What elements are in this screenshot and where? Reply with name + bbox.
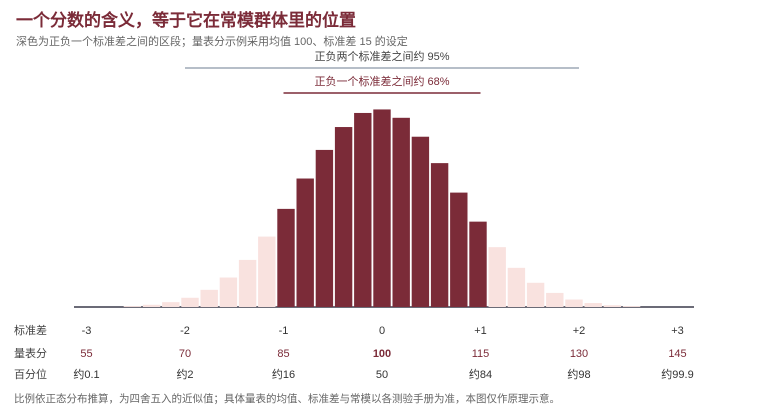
bar-6 (238, 259, 257, 307)
bar-26 (622, 306, 641, 307)
bar-14 (392, 117, 410, 307)
percentile-tick-0: 约0.1 (73, 368, 99, 381)
bar-4 (200, 289, 218, 307)
percentile-tick-5: 约98 (567, 368, 590, 381)
percentile-tick-1: 约2 (176, 368, 193, 381)
bar-12 (354, 112, 372, 308)
score-tick-6: 145 (668, 348, 686, 360)
bar-21 (526, 282, 545, 307)
row-label-sd: 标准差 (14, 323, 47, 337)
bar-0 (123, 306, 142, 307)
percentile-tick-3: 50 (376, 369, 388, 381)
chart-subtitle: 深色为正负一个标准差之间的区段；量表分示例采用均值 100、标准差 15 的设定 (16, 36, 408, 48)
row-label-percentile: 百分位 (14, 367, 47, 381)
percentile-tick-2: 约16 (272, 368, 295, 381)
sd-tick-3: 0 (379, 325, 385, 337)
bar-15 (411, 136, 430, 307)
bar-2 (162, 302, 180, 307)
bar-24 (584, 303, 602, 307)
row-label-score: 量表分 (14, 346, 47, 360)
sd-tick-2: -1 (279, 325, 289, 337)
sd-tick-6: +3 (671, 325, 684, 337)
bar-18 (469, 221, 487, 307)
bar-3 (181, 297, 199, 307)
bar-22 (546, 292, 564, 307)
bar-25 (603, 305, 622, 307)
score-tick-5: 130 (570, 348, 588, 360)
band-95-label: 正负两个标准差之间约 95% (314, 49, 449, 63)
bar-8 (277, 208, 295, 307)
percentile-tick-4: 约84 (469, 368, 492, 381)
sd-tick-5: +2 (573, 325, 586, 337)
sd-tick-1: -2 (180, 325, 190, 337)
bar-23 (565, 299, 583, 307)
score-tick-3: 100 (373, 348, 391, 360)
score-tick-4: 115 (472, 348, 490, 360)
chart-title: 一个分数的含义，等于它在常模群体里的位置 (16, 11, 356, 30)
bar-20 (507, 267, 526, 307)
bar-13 (373, 109, 391, 307)
sd-tick-0: -3 (82, 325, 92, 337)
bar-10 (315, 149, 334, 307)
band-68-label: 正负一个标准差之间约 68% (314, 74, 449, 88)
score-tick-0: 55 (80, 348, 92, 360)
sd-tick-4: +1 (474, 325, 487, 337)
percentile-tick-6: 约99.9 (661, 368, 693, 381)
bar-5 (219, 277, 238, 307)
footnote: 比例依正态分布推算，为四舍五入的近似值；具体量表的均值、标准差与常模以各测验手册… (14, 393, 560, 405)
bar-16 (430, 163, 449, 307)
bar-7 (258, 236, 276, 307)
bar-9 (296, 178, 314, 307)
score-tick-2: 85 (277, 348, 289, 360)
bar-17 (450, 192, 468, 307)
bar-1 (142, 304, 161, 307)
bar-11 (334, 127, 353, 307)
bar-19 (488, 247, 506, 307)
score-tick-1: 70 (179, 348, 191, 360)
